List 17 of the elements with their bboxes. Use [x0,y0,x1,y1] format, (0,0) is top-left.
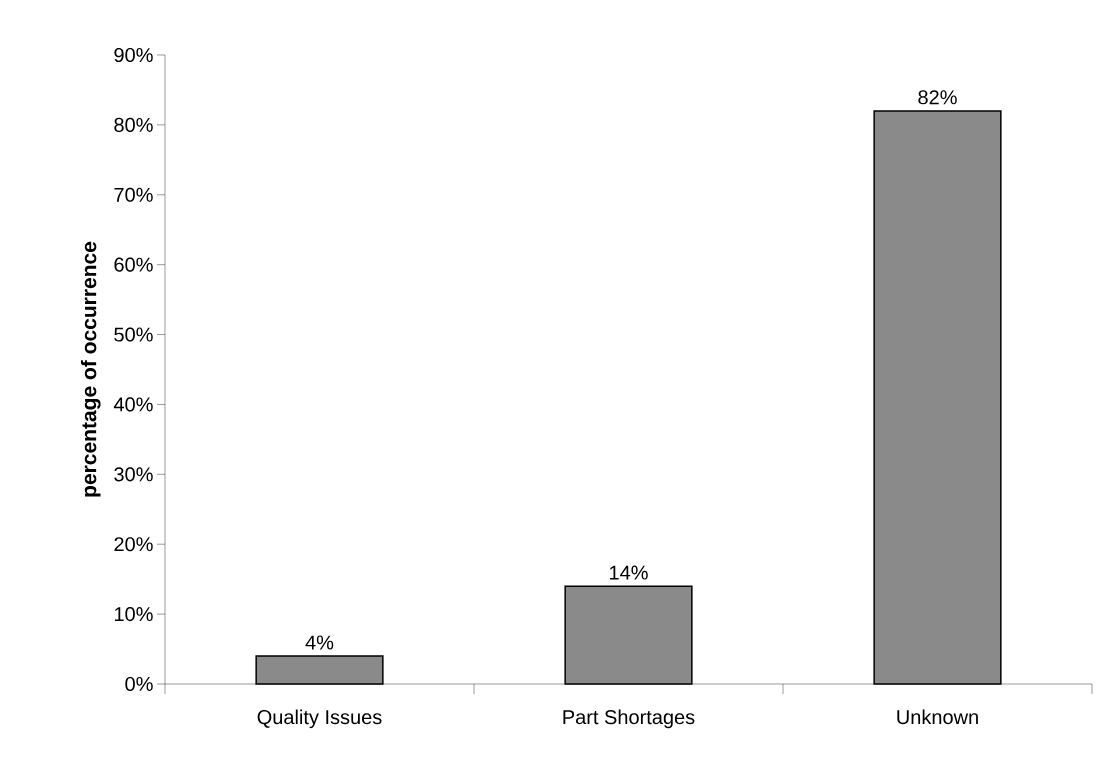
data-label: 4% [305,635,334,650]
y-tick-label: 0% [125,676,153,692]
data-label: 14% [610,565,648,580]
y-tick-label: 40% [113,397,153,412]
y-tick-label: 50% [114,327,153,342]
y-tick-label: 10% [114,607,153,622]
y-axis-title: percentage of occurrence [80,241,101,497]
data-label: 82% [918,90,957,105]
y-tick-label: 30% [114,467,153,482]
y-tick-label: 20% [114,537,153,552]
y-tick-label: 80% [114,117,153,132]
y-tick-label: 60% [114,257,153,272]
x-tick-label: Quality Issues [257,709,382,729]
y-tick-label: 70% [114,187,153,202]
x-tick-label: Unknown [897,709,978,725]
x-tick-label: Part Shortages [563,709,695,729]
y-tick-label: 90% [114,47,153,63]
